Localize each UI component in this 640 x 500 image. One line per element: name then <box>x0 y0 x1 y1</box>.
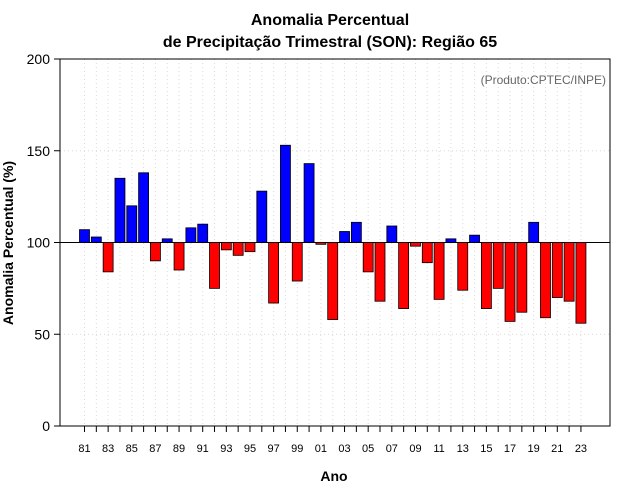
bar-16 <box>492 242 504 289</box>
y-axis-ticks: 0 50 100 150 200 <box>27 51 60 434</box>
x-tick-label: 13 <box>457 443 469 455</box>
x-tick-label: 09 <box>409 443 421 455</box>
bar-09 <box>410 242 421 247</box>
bar-85 <box>126 205 138 243</box>
bar-88 <box>161 238 173 243</box>
x-tick-label: 15 <box>480 443 492 455</box>
chart-title-line2: de Precipitação Trimestral (SON): Região… <box>163 34 497 51</box>
bar-84 <box>114 177 126 243</box>
x-tick-label: 05 <box>362 443 374 455</box>
x-tick-label: 81 <box>78 443 90 455</box>
bar-13 <box>457 242 469 291</box>
bar-06 <box>374 242 386 302</box>
y-tick-label: 0 <box>42 418 50 434</box>
bar-15 <box>480 242 492 309</box>
x-axis-ticks: 81 83 85 87 89 91 93 95 97 99 01 03 05 07 09 11 13 15 17 19… <box>78 426 587 455</box>
y-tick-label: 100 <box>27 235 51 251</box>
bar-20 <box>540 242 551 319</box>
bar-87 <box>150 242 161 262</box>
bar-92 <box>209 242 220 289</box>
bar-17 <box>504 242 516 322</box>
bar-14 <box>469 234 480 243</box>
y-axis-label: Anomalia Percentual (%) <box>0 161 16 325</box>
x-tick-label: 97 <box>267 443 279 455</box>
y-tick-label: 50 <box>34 326 50 342</box>
bar-00 <box>303 163 315 243</box>
x-tick-label: 01 <box>315 443 327 455</box>
x-tick-label: 11 <box>433 443 444 455</box>
chart-title-line1: Anomalia Percentual <box>251 12 409 29</box>
x-tick-label: 93 <box>220 443 232 455</box>
y-tick-label: 200 <box>27 51 51 67</box>
x-axis-label: Ano <box>320 468 347 484</box>
x-tick-label: 85 <box>126 443 138 455</box>
x-tick-label: 07 <box>386 443 398 455</box>
bar-07 <box>386 225 398 243</box>
bar-97 <box>268 242 280 304</box>
x-tick-label: 89 <box>173 443 185 455</box>
x-tick-label: 03 <box>338 443 350 455</box>
bar-22 <box>563 242 575 302</box>
bar-18 <box>516 242 528 313</box>
x-tick-label: 21 <box>551 443 563 455</box>
bar-19 <box>528 221 540 243</box>
bar-21 <box>551 242 563 298</box>
x-tick-label: 87 <box>149 443 161 455</box>
bar-91 <box>197 223 209 243</box>
bar-98 <box>280 144 291 243</box>
bar-12 <box>445 238 457 243</box>
x-tick-label: 23 <box>575 443 587 455</box>
bar-03 <box>339 231 350 243</box>
bar-94 <box>232 242 244 256</box>
bar-86 <box>138 172 150 243</box>
bar-82 <box>90 236 102 243</box>
bar-05 <box>362 242 374 273</box>
product-annotation: (Produto:CPTEC/INPE) <box>481 73 606 87</box>
bar-96 <box>256 190 268 243</box>
x-tick-label: 19 <box>528 443 540 455</box>
y-tick-label: 150 <box>27 143 51 159</box>
bar-99 <box>291 242 303 282</box>
bar-95 <box>244 242 256 253</box>
bar-83 <box>102 242 114 273</box>
bar-90 <box>185 227 197 243</box>
bar-02 <box>327 242 339 320</box>
x-tick-label: 83 <box>102 443 114 455</box>
x-tick-label: 91 <box>197 443 209 455</box>
bar-93 <box>220 242 232 251</box>
bar-23 <box>575 242 587 324</box>
bar-04 <box>350 221 362 243</box>
bar-11 <box>433 242 445 300</box>
bar-89 <box>173 242 185 271</box>
x-tick-label: 95 <box>244 443 256 455</box>
bar-08 <box>398 242 410 309</box>
x-tick-label: 99 <box>291 443 303 455</box>
bar-10 <box>421 242 433 264</box>
bar-81 <box>79 229 90 243</box>
x-tick-label: 17 <box>504 443 516 455</box>
